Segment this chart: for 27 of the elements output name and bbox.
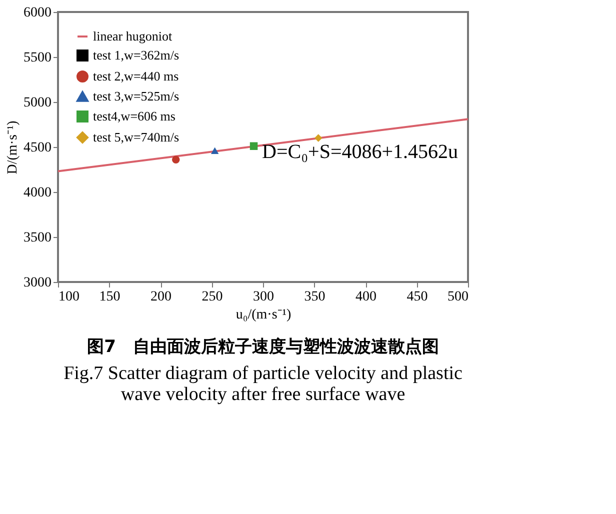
- legend-label: test 1,w=362m/s: [93, 48, 180, 62]
- y-tick-label: 3000: [24, 276, 52, 290]
- legend-label: test 2,w=440 ms: [93, 68, 179, 84]
- legend-label: test 5,w=740m/s: [93, 130, 180, 144]
- x-tick-label: 200: [150, 290, 172, 304]
- y-tick-label: 5000: [24, 96, 52, 110]
- legend-label: linear hugoniot: [93, 28, 172, 44]
- x-tick-label: 350: [304, 290, 326, 304]
- x-tick-label: 500: [448, 290, 468, 304]
- legend-label: test4,w=606 ms: [93, 108, 176, 124]
- annotation: D=C₀+S=4086+1.4562u: [262, 141, 458, 163]
- x-tick-label: 450: [406, 290, 428, 304]
- text: 图7 自由面波后粒子速度与塑性波波速散点图: [87, 336, 439, 357]
- x-tick-label: 400: [356, 290, 376, 304]
- x-tick-label: 150: [99, 290, 120, 304]
- y-tick-label: 4500: [24, 140, 52, 156]
- legend-label: test 3,w=525m/s: [93, 88, 180, 104]
- y-tick-label: 4000: [24, 186, 52, 200]
- y-tick-label: 6000: [24, 6, 52, 20]
- y-tick-label: 5500: [24, 50, 52, 66]
- text: Fig.7 Scatter diagram of particle velocity and plastic wave velocity after free surface wave: [64, 363, 462, 405]
- y-axis-title: D/(m·s⁻¹): [6, 120, 20, 174]
- x-tick-label: 300: [253, 290, 274, 304]
- x-tick-label: 250: [202, 290, 223, 304]
- x-tick-label: 100: [58, 290, 80, 304]
- x-axis-title: u₀/(m·s⁻¹): [236, 308, 292, 322]
- y-tick-label: 3500: [24, 230, 52, 246]
